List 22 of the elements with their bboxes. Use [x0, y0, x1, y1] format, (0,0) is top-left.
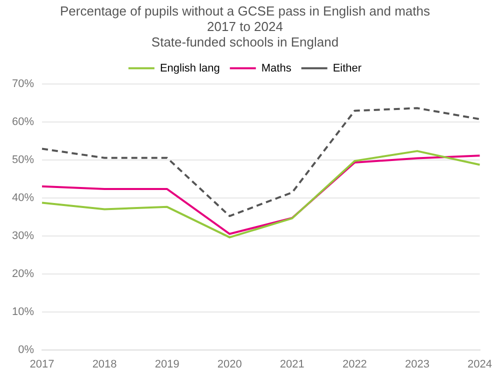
y-tick-label: 0%	[18, 344, 34, 356]
y-tick-label: 40%	[12, 192, 34, 204]
chart-title: Percentage of pupils without a GCSE pass in English and maths	[60, 3, 430, 18]
x-tick-label: 2023	[404, 358, 430, 370]
legend-label: English lang	[160, 62, 220, 74]
y-tick-label: 60%	[12, 116, 34, 128]
x-tick-label: 2017	[30, 358, 54, 370]
y-tick-label: 50%	[12, 154, 34, 166]
y-tick-label: 30%	[12, 230, 34, 242]
legend-label: Maths	[261, 62, 292, 74]
y-tick-label: 20%	[12, 268, 34, 280]
legend-label: Either	[332, 62, 362, 74]
x-tick-label: 2018	[92, 358, 117, 370]
x-tick-label: 2021	[280, 358, 304, 370]
x-tick-label: 2024	[468, 358, 492, 370]
y-tick-label: 70%	[12, 78, 34, 90]
line-series	[41, 107, 481, 218]
y-tick-label: 10%	[12, 306, 34, 318]
x-tick-label: 2019	[154, 358, 180, 370]
chart-subtitle: 2017 to 2024 State-funded schools in England	[151, 18, 339, 50]
x-tick-label: 2022	[342, 358, 367, 370]
x-tick-label: 2020	[217, 358, 242, 370]
